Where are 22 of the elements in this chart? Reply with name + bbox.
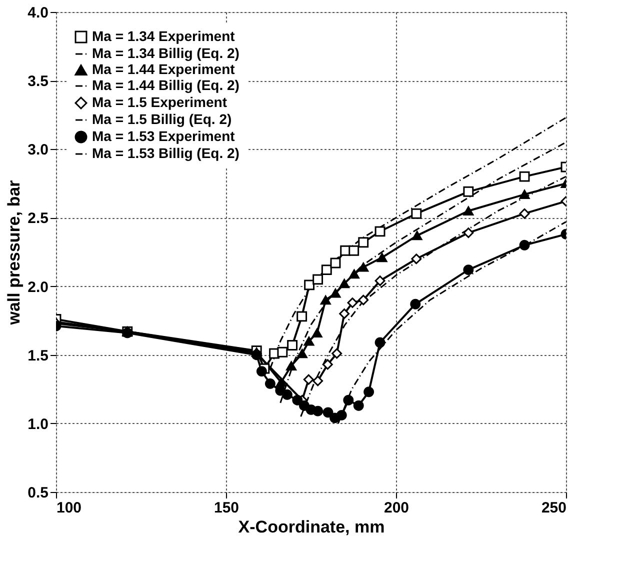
y-tick-label: 0.5 <box>28 484 48 502</box>
legend-label: Ma = 1.53 Billig (Eq. 2) <box>92 145 240 161</box>
y-tick-label: 2.0 <box>28 278 48 296</box>
y-tick-label: 3.0 <box>28 142 48 159</box>
legend-label: Ma = 1.34 Experiment <box>92 28 236 44</box>
x-tick-label: 100 <box>56 500 82 516</box>
legend-label: Ma = 1.53 Experiment <box>92 128 236 144</box>
legend-label: Ma = 1.44 Billig (Eq. 2) <box>92 77 240 93</box>
y-tick-label: 2.5 <box>28 210 48 228</box>
legend-label: Ma = 1.5 Experiment <box>92 94 228 110</box>
x-tick-label: 250 <box>541 500 566 516</box>
y-tick-label: 1.0 <box>28 416 48 433</box>
y-axis-title: wall pressure, bar <box>4 180 24 326</box>
legend-label: Ma = 1.34 Billig (Eq. 2) <box>92 45 240 61</box>
x-tick-label: 150 <box>214 500 240 516</box>
y-tick-label: 4.0 <box>28 4 48 22</box>
legend-label: Ma = 1.5 Billig (Eq. 2) <box>92 111 232 127</box>
legend-label: Ma = 1.44 Experiment <box>92 61 236 77</box>
y-tick-label: 3.5 <box>28 73 48 90</box>
x-axis-title: X-Coordinate, mm <box>238 518 385 536</box>
x-tick-label: 200 <box>384 500 410 516</box>
y-tick-label: 1.5 <box>28 347 48 364</box>
